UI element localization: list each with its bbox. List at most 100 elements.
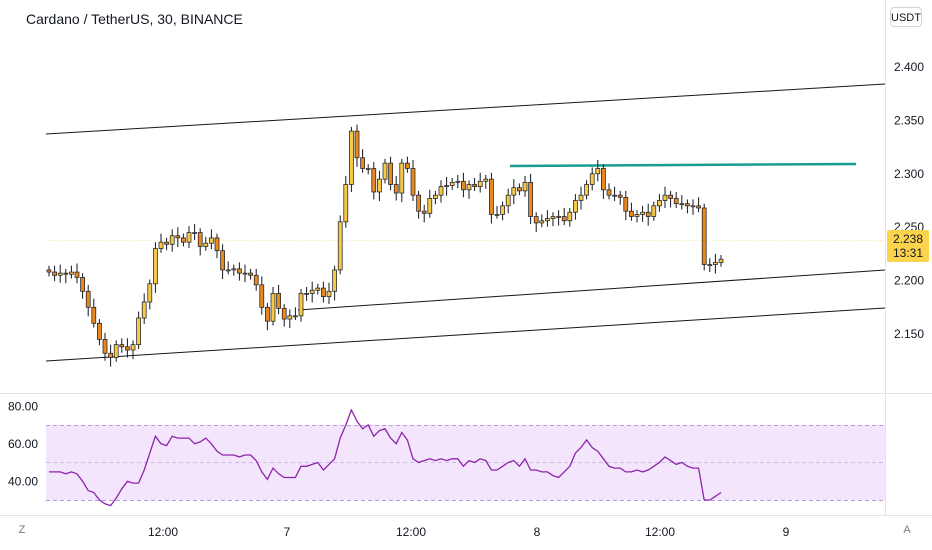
candle-body: [545, 218, 550, 222]
candle-body: [606, 189, 612, 196]
candle-body: [500, 205, 505, 215]
candle-body: [539, 220, 545, 224]
candle-body: [567, 211, 573, 222]
candlestick-series: [46, 124, 724, 367]
candle-body: [125, 346, 130, 351]
candle-body: [349, 130, 354, 185]
candle-body: [673, 198, 679, 205]
candle-body: [433, 194, 438, 199]
candle-body: [147, 283, 153, 303]
rsi-line: [49, 408, 722, 507]
time-tick-label: 12:00: [396, 525, 426, 539]
candle-body: [63, 272, 69, 275]
current-price-tag: 2.238 13:31: [887, 230, 929, 262]
candle-body: [102, 338, 108, 354]
candle-body: [108, 352, 113, 358]
candle-body: [97, 322, 102, 340]
candle-body: [466, 184, 472, 191]
channel-upper-line[interactable]: [45, 83, 886, 135]
price-tick-label: 2.150: [894, 327, 924, 341]
candle-body: [197, 232, 203, 247]
symbol-title[interactable]: Cardano / TetherUS, 30, BINANCE: [26, 11, 243, 27]
candle-body: [629, 210, 634, 217]
candle-body: [651, 205, 657, 217]
candle-body: [455, 180, 461, 183]
candle-body: [640, 211, 645, 215]
candle-body: [136, 317, 141, 346]
horizontal-resistance-line[interactable]: [509, 162, 857, 168]
currency-badge[interactable]: USDT: [890, 7, 922, 27]
time-tick-label: 9: [783, 525, 790, 539]
candle-body: [494, 214, 500, 216]
candle-body: [427, 198, 433, 214]
price-tick-label: 2.400: [894, 60, 924, 74]
candle-body: [309, 289, 315, 294]
candle-body: [337, 221, 343, 271]
candle-body: [332, 269, 337, 292]
candle-body: [662, 194, 668, 201]
candle-body: [623, 196, 629, 212]
candle-body: [237, 268, 242, 274]
candle-body: [421, 210, 427, 214]
candle-body: [561, 216, 567, 222]
candle-body: [74, 271, 80, 278]
channel-lower-line[interactable]: [45, 307, 886, 362]
price-tick-label: 2.200: [894, 274, 924, 288]
candle-body: [164, 241, 169, 245]
channel-middle-line[interactable]: [297, 269, 886, 311]
candle-body: [388, 162, 393, 185]
candle-body: [203, 242, 209, 247]
candle-body: [85, 290, 91, 308]
rsi-axis: 80.00 60.00 40.00: [8, 399, 38, 488]
candle-body: [225, 269, 231, 272]
rsi-tick-label: 60.00: [8, 437, 38, 451]
candle-body: [153, 248, 158, 285]
candle-body: [696, 205, 701, 209]
candle-body: [701, 207, 707, 265]
auto-scale-right-button[interactable]: A: [903, 524, 911, 536]
candle-body: [393, 184, 399, 194]
candle-body: [410, 168, 416, 196]
candle-body: [248, 272, 253, 276]
candle-body: [556, 216, 561, 218]
candle-body: [158, 241, 164, 249]
candle-body: [287, 315, 293, 320]
candle-body: [276, 293, 281, 309]
candle-body: [690, 205, 696, 208]
price-tick-label: 2.350: [894, 113, 924, 127]
candle-body: [679, 203, 685, 206]
candle-body: [399, 162, 405, 194]
candle-body: [360, 157, 365, 169]
candle-body: [416, 194, 421, 212]
candle-body: [589, 173, 595, 185]
countdown-label: 13:31: [892, 246, 924, 260]
candle-body: [186, 232, 192, 243]
candle-body: [175, 235, 181, 239]
candle-body: [505, 194, 511, 207]
time-tick-label: 7: [284, 525, 291, 539]
candle-body: [270, 293, 276, 322]
candle-body: [315, 287, 321, 291]
candle-body: [617, 194, 623, 198]
candle-body: [601, 168, 606, 191]
candle-body: [449, 181, 455, 186]
candle-body: [293, 315, 298, 318]
auto-scale-left-button[interactable]: Z: [18, 524, 26, 536]
candle-body: [595, 168, 601, 175]
candle-body: [371, 168, 377, 193]
candle-body: [91, 306, 97, 324]
candle-body: [382, 162, 388, 180]
candle-body: [119, 344, 125, 348]
candle-body: [612, 194, 617, 197]
candle-body: [707, 264, 713, 266]
candle-body: [321, 287, 326, 297]
candle-body: [113, 344, 119, 358]
candle-body: [528, 181, 533, 217]
candle-body: [489, 178, 494, 215]
candle-body: [169, 235, 175, 245]
time-tick-label: 12:00: [645, 525, 675, 539]
time-tick-label: 12:00: [148, 525, 178, 539]
candle-body: [550, 216, 556, 220]
